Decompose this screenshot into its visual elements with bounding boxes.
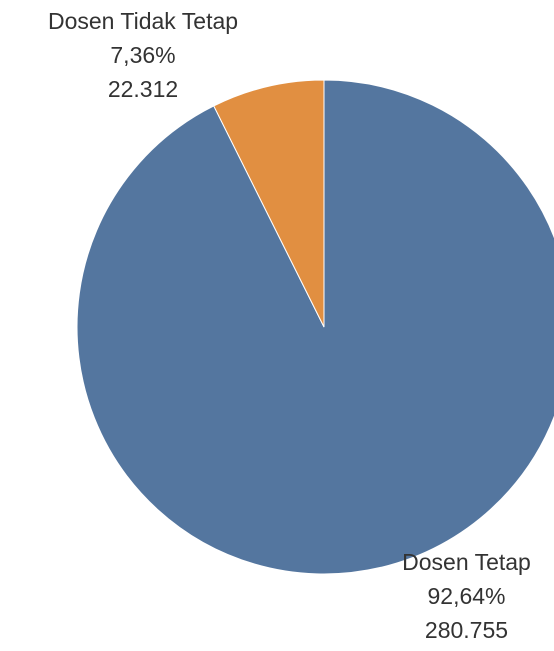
- pie-slice-dosen-tidak-tetap[interactable]: [213, 79, 325, 328]
- slice-percent-dosen-tetap: 92,64%: [427, 583, 506, 609]
- slice-label-dosen-tidak-tetap: Dosen Tidak Tetap 7,36% 22.312: [18, 4, 268, 106]
- slice-value-dosen-tidak-tetap: 22.312: [107, 76, 179, 102]
- slice-name-dosen-tetap: Dosen Tetap: [402, 549, 531, 575]
- pie-slices: [76, 79, 554, 575]
- pie-slice-dosen-tetap[interactable]: [76, 79, 554, 575]
- slice-percent-dosen-tidak-tetap: 7,36%: [110, 42, 176, 68]
- slice-label-dosen-tetap: Dosen Tetap 92,64% 280.755: [384, 545, 549, 647]
- slice-value-dosen-tetap: 280.755: [424, 617, 509, 643]
- slice-name-dosen-tidak-tetap: Dosen Tidak Tetap: [47, 8, 239, 34]
